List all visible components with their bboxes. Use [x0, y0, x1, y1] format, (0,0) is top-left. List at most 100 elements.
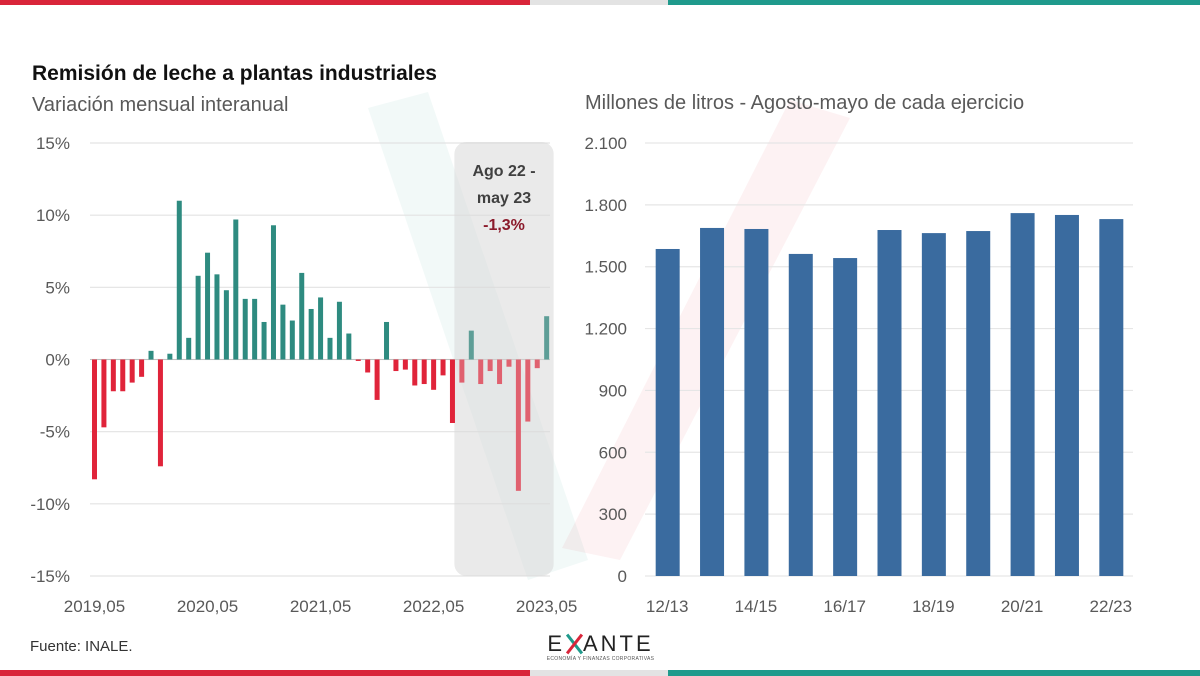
bar-month [129, 359, 135, 383]
right-chart-subtitle: Millones de litros - Agosto-mayo de cada… [585, 92, 1025, 114]
bar-month [233, 219, 239, 360]
highlight-region [454, 142, 554, 576]
bar-month [242, 298, 248, 360]
exante-logo: E ANTE ECONOMÍA Y FINANZAS CORPORATIVAS [538, 632, 663, 663]
bar-month [515, 359, 521, 491]
bar-month [167, 353, 173, 360]
bar-month [289, 320, 295, 360]
bar-month [412, 359, 418, 386]
top-brand-stripe [0, 0, 1200, 5]
bar-month [468, 330, 474, 360]
bar-month [421, 359, 427, 385]
bar-month [101, 359, 107, 428]
bar-month [355, 359, 361, 361]
bar-month [176, 200, 182, 360]
bar-season [700, 227, 725, 576]
bar-month [299, 272, 305, 360]
y-tick-label: 10% [36, 206, 70, 225]
x-tick-label: 20/21 [1001, 597, 1044, 616]
y-tick-label: 2.100 [584, 134, 627, 153]
bar-season [1099, 219, 1124, 576]
y-tick-label: 1.800 [584, 196, 627, 215]
bar-month [205, 252, 211, 360]
bar-month [110, 359, 116, 392]
logo-letter-e: E [547, 631, 565, 656]
bar-month [318, 297, 324, 360]
y-tick-label: 1.500 [584, 258, 627, 277]
bar-month [261, 321, 267, 360]
bar-month [186, 337, 192, 360]
bar-month [270, 225, 276, 360]
y-tick-label: 5% [45, 278, 70, 297]
right-bars [655, 213, 1124, 577]
y-tick-label: 0% [45, 351, 70, 370]
y-tick-label: 1.200 [584, 320, 627, 339]
x-tick-label: 14/15 [735, 597, 778, 616]
stripe-red [0, 0, 530, 5]
bar-month [487, 359, 493, 372]
bar-month [440, 359, 446, 376]
x-tick-label: 22/23 [1090, 597, 1133, 616]
bar-season [833, 258, 858, 576]
left-y-axis: 15% 10% 5% 0% -5% -10% -15% [30, 134, 70, 586]
logo-letters-ante: ANTE [583, 631, 654, 656]
logo-tagline: ECONOMÍA Y FINANZAS CORPORATIVAS [546, 656, 655, 662]
bar-month [139, 359, 145, 377]
bar-month [374, 359, 380, 400]
bar-month [148, 350, 154, 360]
stripe-grey [530, 0, 668, 5]
bar-month [525, 359, 531, 422]
bar-month [506, 359, 512, 367]
left-x-axis: 2019,05 2020,05 2021,05 2022,05 2023,05 [64, 597, 578, 616]
x-tick-label: 2020,05 [177, 597, 238, 616]
x-tick-label: 2019,05 [64, 597, 125, 616]
y-tick-label: -5% [40, 423, 70, 442]
x-tick-label: 16/17 [823, 597, 866, 616]
bar-month [384, 321, 390, 360]
bar-month [308, 308, 314, 360]
bar-season [966, 231, 991, 576]
bar-month [365, 359, 371, 373]
stripe-teal [668, 0, 1200, 5]
bar-month [195, 275, 201, 360]
bar-month [157, 359, 163, 467]
bar-month [327, 337, 333, 360]
stripe-grey [530, 670, 668, 676]
logo-wordmark: E ANTE [538, 632, 663, 656]
bar-month [431, 359, 437, 390]
monthly-variation-chart: 15% 10% 5% 0% -5% -10% -15% 2019,05 2020,05 2021… [30, 134, 578, 616]
y-tick-label: 0 [618, 567, 627, 586]
bar-month [497, 359, 503, 385]
chart-title: Remisión de leche a plantas industriales [32, 62, 437, 85]
bar-month [120, 359, 126, 392]
bottom-brand-stripe [0, 670, 1200, 676]
left-chart-subtitle: Variación mensual interanual [32, 94, 289, 116]
bar-season [744, 228, 769, 576]
x-tick-label: 2023,05 [516, 597, 577, 616]
y-tick-label: -10% [30, 495, 70, 514]
bar-season [655, 248, 680, 576]
bar-season [877, 230, 902, 576]
highlight-label-line1: Ago 22 - [472, 163, 535, 180]
stripe-teal [668, 670, 1200, 676]
bar-month [214, 274, 220, 360]
logo-x-icon [565, 633, 583, 653]
bar-month [336, 301, 342, 360]
y-tick-label: 15% [36, 134, 70, 153]
y-tick-label: -15% [30, 567, 70, 586]
bar-season [1010, 213, 1035, 576]
bar-month [280, 304, 286, 360]
left-bars [92, 200, 550, 491]
bar-season [1054, 214, 1079, 576]
bar-season [788, 253, 813, 576]
bar-month [544, 316, 550, 360]
x-tick-label: 2022,05 [403, 597, 464, 616]
bar-month [252, 298, 258, 360]
bar-season [921, 233, 946, 577]
volume-chart: 0 300 600 900 1.200 1.500 1.800 2.100 12/13 14/1… [584, 134, 1133, 616]
y-tick-label: 900 [599, 381, 627, 400]
right-x-axis: 12/13 14/15 16/17 18/19 20/21 22/23 [646, 597, 1132, 616]
bar-month [393, 359, 399, 372]
x-tick-label: 2021,05 [290, 597, 351, 616]
highlight-value-label: -1,3% [483, 217, 525, 234]
